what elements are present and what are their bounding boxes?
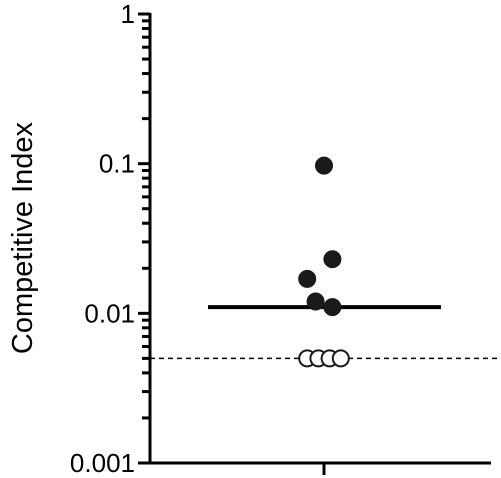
data-point-filled — [298, 269, 317, 288]
plot-area: 1 0.1 0.01 0.001 — [70, 0, 497, 478]
y-axis-title: Competitive Index — [7, 121, 39, 354]
y-tick-label: 0.001 — [70, 448, 135, 478]
data-point-filled — [306, 292, 325, 311]
data-point-open — [331, 349, 350, 368]
y-tick-label: 0.01 — [84, 298, 135, 328]
y-tick-label: 1 — [121, 0, 135, 29]
data-point-filled — [315, 156, 333, 175]
data-point-filled — [323, 298, 342, 317]
data-point-filled — [323, 250, 342, 269]
y-tick-label: 0.1 — [99, 149, 135, 179]
